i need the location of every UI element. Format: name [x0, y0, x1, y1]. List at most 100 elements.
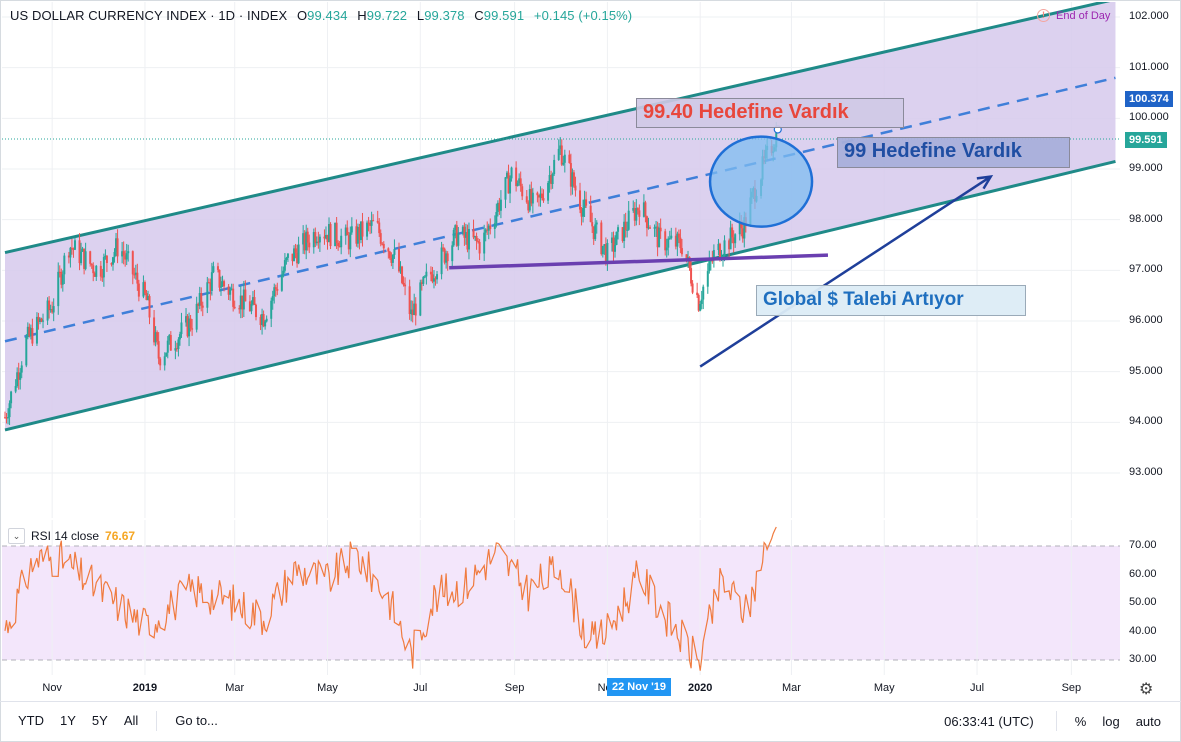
price-chart-svg[interactable] — [2, 2, 1120, 518]
candle-body — [122, 251, 125, 256]
range-all-button[interactable]: All — [123, 713, 139, 728]
price-axis-tick: 94.000 — [1129, 415, 1163, 428]
price-axis-tick: 96.000 — [1129, 314, 1163, 326]
candle-body — [474, 236, 477, 238]
arrow-line — [699, 175, 992, 368]
rsi-axis-tick: 60.00 — [1129, 567, 1157, 580]
candle-body — [112, 257, 115, 265]
candle-body — [92, 265, 95, 274]
candle-body — [254, 304, 257, 318]
candle-body — [574, 185, 577, 191]
annotation-global-demand[interactable]: Global $ Talebi Artıyor — [756, 285, 1026, 316]
candle-body — [645, 216, 648, 229]
candle-body — [180, 322, 183, 335]
candle-body — [265, 318, 268, 322]
candle-body — [685, 254, 688, 261]
candle-body — [153, 317, 156, 343]
candle-body — [559, 145, 562, 149]
candle-body — [4, 417, 6, 419]
candle-body — [101, 276, 104, 278]
candle-body — [582, 208, 585, 217]
price-axis-tick: 95.000 — [1129, 364, 1163, 377]
candle-body — [548, 174, 551, 183]
percent-toggle[interactable]: % — [1074, 713, 1087, 729]
high-value: 99.722 — [366, 8, 408, 23]
candle-body — [668, 238, 671, 240]
candle-body — [665, 247, 668, 251]
range-5y-button[interactable]: 5Y — [91, 713, 108, 728]
candle-body — [740, 222, 743, 229]
candle-body — [312, 232, 315, 248]
candle-body — [477, 241, 480, 243]
candle-body — [515, 167, 518, 187]
candle-body — [282, 270, 285, 276]
rsi-chart-svg[interactable] — [2, 520, 1120, 675]
candle-body — [537, 195, 540, 198]
candle-body — [679, 237, 682, 249]
candle-body — [188, 318, 191, 337]
chevron-down-icon[interactable]: ⌄ — [8, 528, 25, 544]
candle-body — [283, 260, 286, 271]
candle-body — [26, 326, 29, 337]
log-toggle[interactable]: log — [1102, 713, 1120, 729]
candle-body — [89, 251, 92, 264]
arrow-head — [976, 175, 994, 190]
candle-body — [229, 289, 232, 295]
candle-body — [478, 241, 481, 254]
candle-body — [712, 250, 715, 261]
candle-body — [674, 235, 677, 247]
candle-body — [178, 334, 181, 340]
candle-body — [493, 223, 496, 229]
gear-icon[interactable]: ⚙ — [1139, 681, 1154, 698]
candle-body — [169, 335, 172, 351]
symbol-header: US DOLLAR CURRENCY INDEX · 1D · INDEX O9… — [10, 8, 632, 23]
high-label: H — [357, 8, 367, 23]
candle-body — [594, 224, 597, 240]
candle-body — [349, 232, 352, 250]
candle-body — [346, 227, 349, 236]
candle-body — [60, 271, 63, 285]
candle-body — [677, 233, 680, 238]
auto-toggle[interactable]: auto — [1135, 713, 1161, 729]
candle-body — [113, 251, 116, 258]
date-axis-tick: 2019 — [132, 682, 158, 694]
candle-body — [738, 222, 741, 235]
rsi-value: 76.67 — [105, 529, 136, 543]
candle-body — [603, 244, 606, 246]
price-axis-tick: 100.000 — [1129, 111, 1169, 124]
end-of-day-badge[interactable]: ! End of Day — [1037, 9, 1110, 22]
exclamation-icon: ! — [1037, 9, 1050, 22]
candle-body — [57, 271, 60, 307]
symbol-title: US DOLLAR CURRENCY INDEX · 1D · INDEX — [10, 8, 288, 23]
candle-body — [381, 243, 384, 245]
candle-body — [648, 227, 651, 229]
candle-body — [583, 199, 586, 209]
candle-body — [717, 243, 720, 251]
candle-body — [121, 251, 124, 257]
annotation-target-99[interactable]: 99 Hedefine Vardık — [837, 137, 1070, 168]
candle-body — [446, 253, 449, 262]
candle-body — [505, 172, 508, 178]
candle-body — [303, 233, 306, 251]
candle-body — [104, 255, 107, 258]
candle-body — [251, 297, 254, 305]
candle-body — [19, 372, 22, 380]
price-tag-upper: 100.374 — [1125, 91, 1173, 107]
candle-body — [633, 207, 636, 221]
goto-button[interactable]: Go to... — [175, 713, 218, 728]
price-axis-tick: 98.000 — [1129, 212, 1163, 225]
range-ytd-button[interactable]: YTD — [18, 713, 44, 728]
candle-body — [568, 154, 571, 164]
date-axis-tick: Mar — [781, 682, 801, 694]
candle-body — [711, 260, 714, 262]
candle-body — [723, 240, 726, 256]
candle-body — [486, 229, 489, 231]
rsi-pane[interactable] — [2, 520, 1120, 675]
candle-body — [156, 332, 159, 342]
range-1y-button[interactable]: 1Y — [60, 713, 76, 728]
date-axis-tick: Mar — [225, 682, 245, 694]
annotation-target-9940[interactable]: 99.40 Hedefine Vardık — [636, 98, 904, 128]
candle-body — [40, 318, 43, 322]
utc-clock[interactable]: 06:33:41 (UTC) — [944, 713, 1034, 729]
price-pane[interactable] — [2, 2, 1120, 518]
